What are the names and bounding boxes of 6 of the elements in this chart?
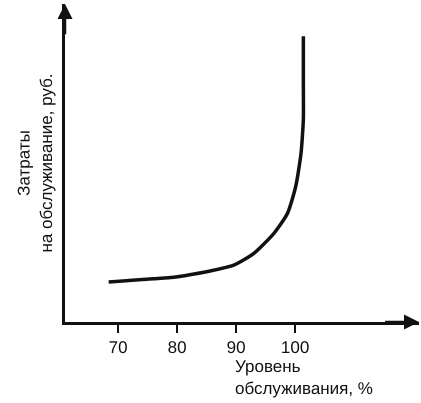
x-tick-label: 100 (280, 338, 310, 358)
x-axis-title: Уровень обслуживания, % (235, 357, 373, 398)
x-tick-label: 70 (108, 338, 128, 358)
x-tick-label: 90 (226, 338, 246, 358)
x-tick-label: 80 (168, 338, 187, 358)
y-axis-title: Затраты на обслуживание, руб. (14, 73, 56, 253)
